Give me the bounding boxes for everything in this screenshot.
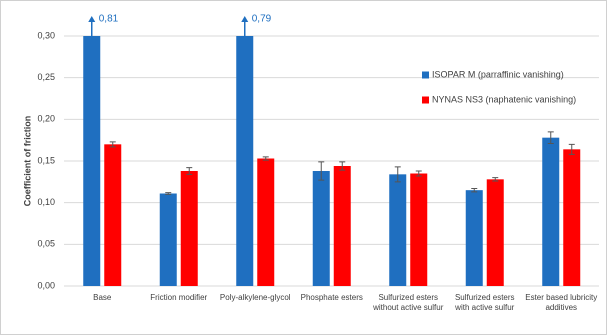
bar — [465, 190, 483, 286]
value-label: 0,79 — [252, 14, 272, 25]
error-bar — [262, 156, 269, 161]
error-bar — [109, 141, 116, 148]
bar — [563, 149, 581, 286]
bar — [159, 193, 177, 286]
value-label: 0,81 — [99, 14, 119, 25]
x-tick-label: Sulfurized esters without active sulfur — [373, 293, 444, 312]
bar — [104, 144, 122, 286]
error-bar — [471, 188, 478, 193]
x-tick-label: Base — [93, 293, 112, 302]
overflow-arrowhead — [241, 16, 249, 22]
plot-area — [83, 36, 581, 286]
error-bar — [492, 177, 499, 182]
legend-label: NYNAS NS3 (naphatenic vanishing) — [432, 94, 576, 104]
y-tick-label: 0,00 — [37, 280, 55, 290]
error-bar — [547, 131, 554, 144]
x-tick-label: Poly-alkylene-glycol — [219, 293, 291, 302]
y-tick-label: 0,25 — [37, 72, 55, 82]
bar — [236, 36, 254, 286]
x-tick-label: Friction modifier — [150, 293, 208, 302]
legend-label: ISOPAR M (parraffinic vanishing) — [432, 69, 564, 79]
bar — [83, 36, 101, 286]
y-tick-label: 0,05 — [37, 239, 55, 249]
bar — [542, 137, 560, 286]
x-tick-label: Ester based lubricity additives — [525, 293, 598, 312]
error-bar — [394, 166, 401, 183]
bar — [312, 171, 330, 286]
error-bar — [165, 192, 172, 195]
y-axis-title: Coefficient of friction — [22, 116, 32, 207]
bar — [389, 174, 407, 286]
legend-marker — [422, 71, 429, 79]
error-bar — [318, 161, 325, 181]
y-tick-label: 0,30 — [37, 30, 55, 40]
error-bar — [415, 170, 422, 177]
y-tick-label: 0,20 — [37, 114, 55, 124]
bar — [180, 171, 198, 286]
y-tick-label: 0,10 — [37, 197, 55, 207]
bar — [257, 158, 275, 286]
y-tick-label: 0,15 — [37, 155, 55, 165]
overflow-arrowhead — [88, 16, 96, 22]
bar — [333, 166, 351, 286]
legend-marker — [422, 96, 429, 104]
error-bar — [568, 143, 575, 155]
error-bar — [339, 161, 346, 171]
x-tick-label: Phosphate esters — [300, 293, 363, 302]
bar — [410, 173, 428, 286]
error-bar — [186, 167, 193, 175]
bar — [486, 179, 504, 286]
x-tick-label: Sulfurized esters with active sulfur — [454, 293, 515, 312]
